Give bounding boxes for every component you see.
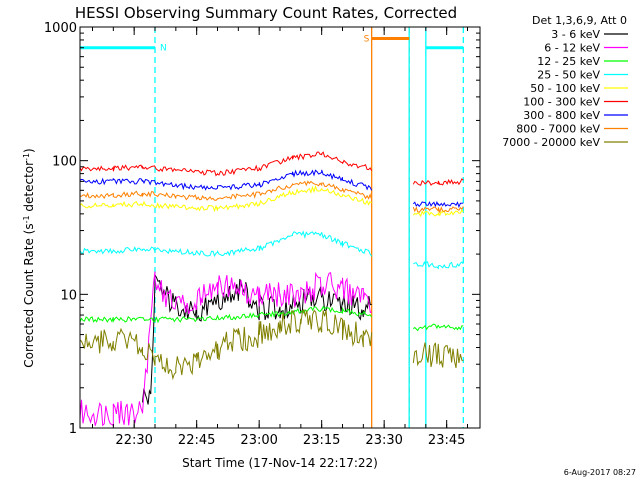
x-tick-label-4: 23:30	[365, 433, 402, 448]
y-axis-label-main: Corrected Count Rate (s	[22, 223, 36, 367]
series-line-8	[79, 308, 464, 381]
legend-label-0: 3 - 6 keV	[551, 28, 600, 41]
y-axis-label-end: )	[22, 148, 36, 153]
chart-title: HESSI Observing Summary Count Rates, Cor…	[75, 4, 457, 22]
legend-label-6: 300 - 800 keV	[523, 109, 600, 122]
y-axis-label-mid: detector	[22, 161, 36, 216]
series-line-5	[79, 151, 464, 186]
x-axis-label: Start Time (17-Nov-14 22:17:22)	[182, 456, 378, 470]
x-tick-label-1: 22:45	[178, 433, 215, 448]
legend-label-4: 50 - 100 keV	[530, 82, 600, 95]
legend-label-2: 12 - 25 keV	[537, 55, 600, 68]
x-tick-label-5: 23:45	[428, 433, 465, 448]
series-line-3	[79, 230, 464, 270]
x-tick-label-0: 22:30	[115, 433, 152, 448]
y-tick-label-0: 1	[69, 422, 77, 437]
generated-timestamp: 6-Aug-2017 08:27	[564, 468, 636, 477]
x-tick-label-3: 23:15	[303, 433, 340, 448]
y-axis-label-sup2: -1	[22, 153, 31, 161]
plot-area: N S 1 10 100 1000 22:30 22:45 23:00 23:15 23:30 23:…	[44, 21, 481, 448]
marker-label-1: S	[364, 35, 370, 45]
series-line-7	[79, 180, 464, 214]
y-axis-label-sup1: -1	[22, 215, 31, 223]
legend-title: Det 1,3,6,9, Att 0	[532, 14, 627, 27]
legend-label-5: 100 - 300 keV	[523, 96, 600, 109]
series-line-1	[79, 271, 372, 427]
series-line-2	[79, 305, 464, 332]
series-line-4	[79, 185, 464, 218]
y-tick-label-1: 10	[60, 288, 77, 303]
x-tick-label-2: 23:00	[240, 433, 277, 448]
legend-label-8: 7000 - 20000 keV	[502, 136, 600, 149]
plot-frame	[79, 26, 481, 429]
legend-label-3: 25 - 50 keV	[537, 69, 600, 82]
y-tick-label-2: 100	[52, 155, 77, 170]
y-axis-label: Corrected Count Rate (s-1 detector-1)	[22, 148, 37, 367]
series-line-0	[142, 274, 372, 405]
series-line-6	[79, 169, 464, 209]
y-tick-label-3: 1000	[44, 21, 77, 36]
legend-label-7: 800 - 7000 keV	[516, 123, 600, 136]
legend-label-1: 6 - 12 keV	[544, 42, 600, 55]
marker-label-0: N	[160, 44, 167, 54]
